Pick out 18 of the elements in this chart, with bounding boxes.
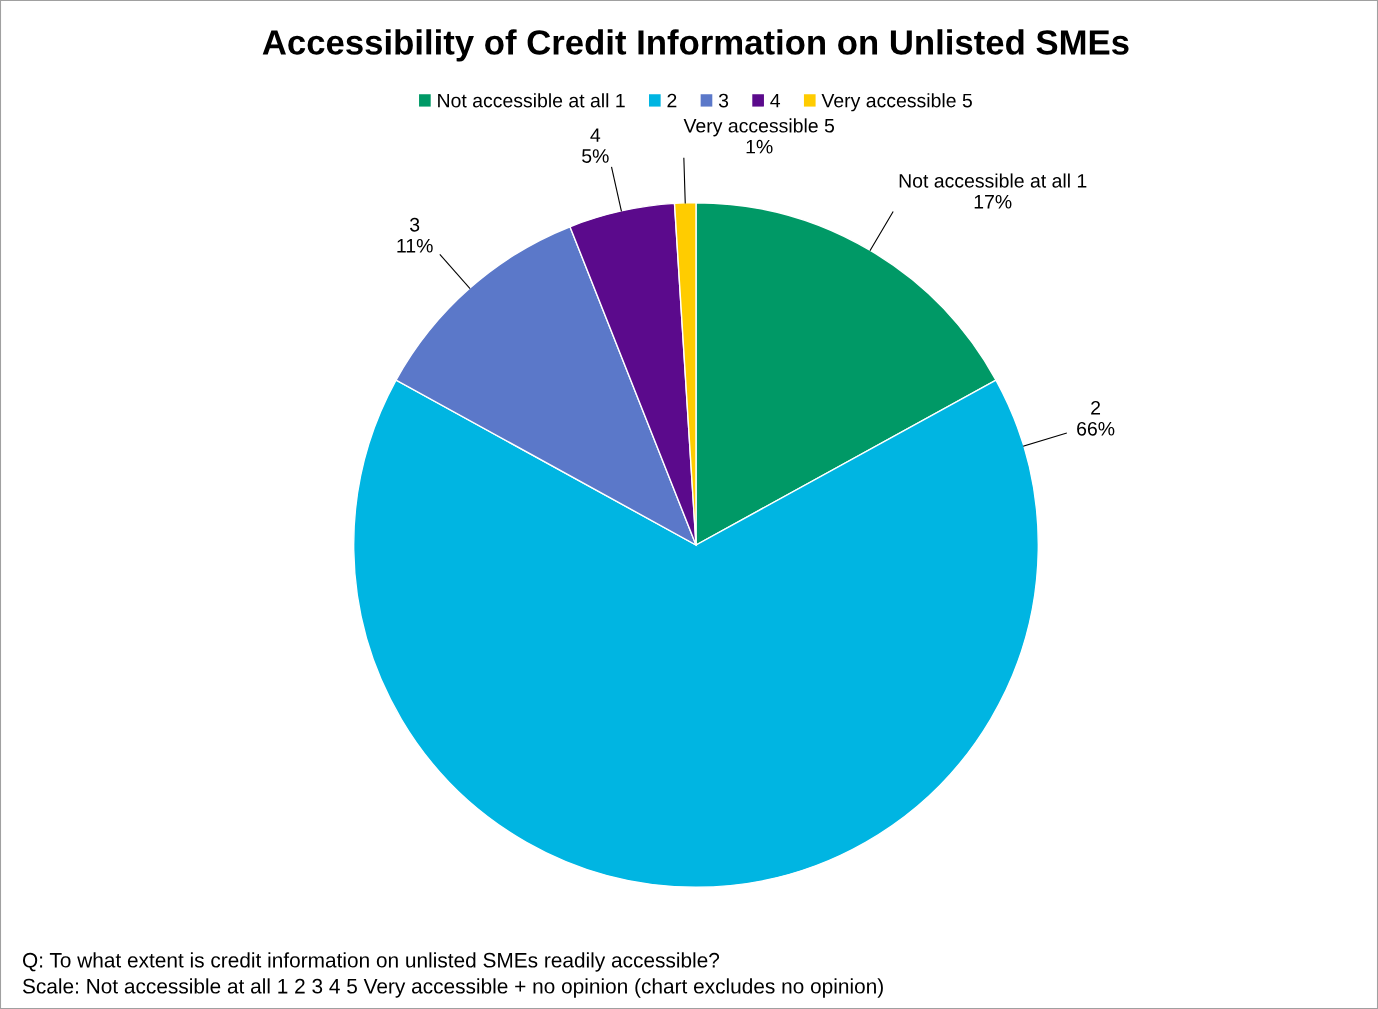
chart-title: Accessibility of Credit Information on Unlisted SMEs [262, 29, 1129, 62]
legend-label: 3 [718, 93, 729, 108]
slice-label: Very accessible 5 [683, 118, 835, 137]
data-label: 11% [397, 238, 433, 253]
legend-label: 4 [770, 93, 781, 108]
data-label: 1% [746, 139, 773, 154]
data-label: 66% [1077, 421, 1115, 436]
text: Q: To what extent is credit information on unlisted SMEs readily accessible? [22, 952, 720, 972]
legend-label: Not accessible at all 1 [438, 93, 625, 108]
legend-label: Very accessible 5 [821, 93, 972, 112]
legend-label: 2 [667, 93, 677, 108]
slice-label: 3 [410, 217, 420, 232]
data-label: 17% [974, 194, 1012, 209]
slice-label: 2 [1091, 400, 1101, 415]
text: Scale: Not accessible at all 1 2 3 4 5 Very accessible + no opinion (chart excludes no opinion) [22, 978, 883, 998]
data-label: 5% [582, 149, 609, 163]
slice-label: Not accessible at all 1 [899, 173, 1087, 188]
slice-label: 4 [590, 128, 601, 142]
